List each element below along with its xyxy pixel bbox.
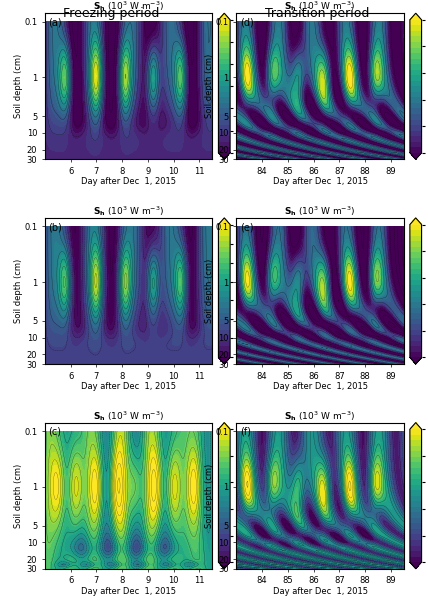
X-axis label: Day after Dec  1, 2015: Day after Dec 1, 2015	[81, 382, 176, 391]
PathPatch shape	[218, 13, 230, 20]
Y-axis label: Soil depth (cm): Soil depth (cm)	[205, 464, 214, 528]
PathPatch shape	[218, 358, 230, 364]
Title: $\mathbf{S_h}$ (10$^3$ W m$^{-3}$): $\mathbf{S_h}$ (10$^3$ W m$^{-3}$)	[284, 204, 356, 218]
Title: $\mathbf{S_h}$ (10$^3$ W m$^{-3}$): $\mathbf{S_h}$ (10$^3$ W m$^{-3}$)	[93, 409, 164, 422]
Text: Transition period: Transition period	[265, 7, 369, 20]
Title: $\mathbf{S_h}$ (10$^3$ W m$^{-3}$): $\mathbf{S_h}$ (10$^3$ W m$^{-3}$)	[93, 0, 164, 13]
Text: (c): (c)	[48, 427, 61, 437]
Text: (a): (a)	[48, 17, 62, 28]
Y-axis label: Soil depth (cm): Soil depth (cm)	[14, 54, 23, 118]
PathPatch shape	[218, 562, 230, 569]
Text: (e): (e)	[240, 222, 253, 232]
PathPatch shape	[410, 153, 422, 160]
PathPatch shape	[410, 562, 422, 569]
Text: Freezing period: Freezing period	[63, 7, 160, 20]
Y-axis label: Soil depth (cm): Soil depth (cm)	[14, 259, 23, 323]
Text: (f): (f)	[240, 427, 251, 437]
PathPatch shape	[410, 358, 422, 364]
Text: (b): (b)	[48, 222, 62, 232]
X-axis label: Day after Dec  1, 2015: Day after Dec 1, 2015	[273, 178, 368, 187]
PathPatch shape	[218, 218, 230, 224]
X-axis label: Day after Dec  1, 2015: Day after Dec 1, 2015	[273, 382, 368, 391]
PathPatch shape	[410, 13, 422, 20]
Y-axis label: Soil depth (cm): Soil depth (cm)	[14, 464, 23, 528]
Title: $\mathbf{S_h}$ (10$^3$ W m$^{-3}$): $\mathbf{S_h}$ (10$^3$ W m$^{-3}$)	[284, 0, 356, 13]
PathPatch shape	[410, 218, 422, 224]
PathPatch shape	[410, 422, 422, 429]
Text: (d): (d)	[240, 17, 253, 28]
X-axis label: Day after Dec  1, 2015: Day after Dec 1, 2015	[81, 587, 176, 596]
Title: $\mathbf{S_h}$ (10$^3$ W m$^{-3}$): $\mathbf{S_h}$ (10$^3$ W m$^{-3}$)	[93, 204, 164, 218]
PathPatch shape	[218, 153, 230, 160]
Y-axis label: Soil depth (cm): Soil depth (cm)	[205, 54, 214, 118]
Y-axis label: Soil depth (cm): Soil depth (cm)	[205, 259, 214, 323]
X-axis label: Day after Dec  1, 2015: Day after Dec 1, 2015	[81, 178, 176, 187]
X-axis label: Day after Dec  1, 2015: Day after Dec 1, 2015	[273, 587, 368, 596]
PathPatch shape	[218, 422, 230, 429]
Title: $\mathbf{S_h}$ (10$^3$ W m$^{-3}$): $\mathbf{S_h}$ (10$^3$ W m$^{-3}$)	[284, 409, 356, 422]
